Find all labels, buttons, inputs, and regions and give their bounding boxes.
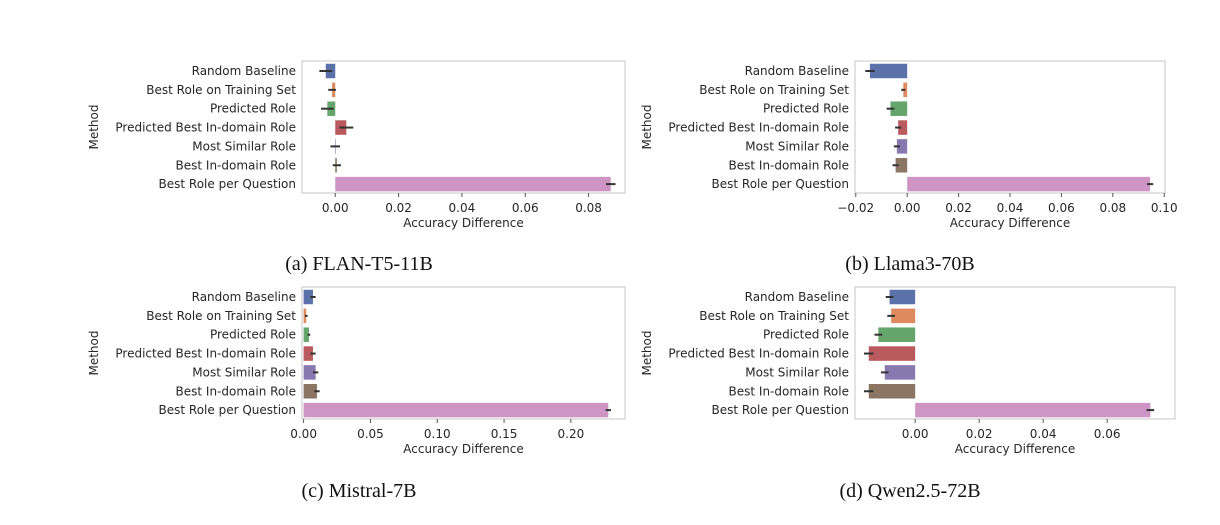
y-tick-label: Best Role per Question bbox=[159, 177, 296, 191]
axes-frame bbox=[301, 60, 626, 194]
x-tick-label: −0.02 bbox=[837, 201, 874, 215]
bar-best-in-domain-role bbox=[868, 384, 916, 399]
bar-predicted-best-in-domain-role bbox=[868, 346, 916, 361]
bar-random-baseline bbox=[889, 289, 916, 305]
axes-frame bbox=[301, 286, 626, 420]
y-tick-label: Predicted Best In-domain Role bbox=[668, 347, 849, 361]
chart-panel-3: Random Baseline Best Role on Training Set… bbox=[87, 286, 626, 456]
x-tick-label: 0.00 bbox=[902, 427, 929, 441]
bar-best-role-per-question bbox=[335, 176, 611, 192]
y-tick-label: Random Baseline bbox=[192, 290, 296, 304]
x-tick-label: 0.10 bbox=[1151, 201, 1178, 215]
y-tick-label: Best Role on Training Set bbox=[146, 83, 296, 97]
bar-best-in-domain-role bbox=[303, 384, 317, 399]
bar-best-role-per-question bbox=[915, 402, 1151, 418]
y-axis-label: Method bbox=[87, 104, 101, 149]
y-tick-label: Best Role per Question bbox=[159, 403, 296, 417]
bar-random-baseline bbox=[869, 63, 908, 79]
bar-predicted-best-in-domain-role bbox=[898, 120, 908, 135]
y-tick-label: Predicted Best In-domain Role bbox=[115, 121, 296, 135]
x-axis-label: Accuracy Difference bbox=[403, 442, 523, 456]
y-tick-label: Best In-domain Role bbox=[176, 158, 296, 172]
bar-most-similar-role bbox=[303, 365, 316, 380]
y-tick-label: Most Similar Role bbox=[192, 365, 296, 379]
y-tick-label: Best In-domain Role bbox=[729, 384, 849, 398]
chart-panel-1: Random Baseline Best Role on Training Set… bbox=[87, 60, 626, 230]
y-tick-label: Best Role per Question bbox=[712, 403, 849, 417]
x-tick-label: 0.04 bbox=[997, 201, 1024, 215]
bar-predicted-role bbox=[303, 327, 309, 342]
bar-most-similar-role bbox=[896, 139, 908, 154]
y-tick-label: Best Role on Training Set bbox=[146, 309, 296, 323]
bar-best-role-per-question bbox=[303, 402, 609, 418]
x-tick-label: 0.04 bbox=[1030, 427, 1057, 441]
x-tick-label: 0.02 bbox=[385, 201, 412, 215]
caption-b: (b) Llama3-70B bbox=[845, 253, 975, 275]
y-tick-label: Predicted Best In-domain Role bbox=[115, 347, 296, 361]
x-axis-label: Accuracy Difference bbox=[950, 216, 1070, 230]
y-tick-label: Predicted Role bbox=[763, 328, 849, 342]
x-axis-label: Accuracy Difference bbox=[955, 442, 1075, 456]
x-tick-label: 0.10 bbox=[424, 427, 451, 441]
y-tick-label: Predicted Role bbox=[210, 328, 296, 342]
bar-predicted-role bbox=[890, 101, 908, 116]
y-tick-label: Most Similar Role bbox=[192, 139, 296, 153]
chart-panel-2: Random Baseline Best Role on Training Set… bbox=[640, 60, 1178, 230]
y-tick-label: Predicted Role bbox=[210, 102, 296, 116]
y-tick-label: Predicted Role bbox=[763, 102, 849, 116]
bar-predicted-role bbox=[878, 327, 916, 342]
y-axis-label: Method bbox=[640, 330, 654, 375]
axes-frame bbox=[854, 286, 1176, 420]
y-tick-label: Best In-domain Role bbox=[729, 158, 849, 172]
x-tick-label: 0.00 bbox=[290, 427, 317, 441]
x-tick-label: 0.05 bbox=[357, 427, 384, 441]
x-tick-label: 0.00 bbox=[322, 201, 349, 215]
y-axis-label: Method bbox=[87, 330, 101, 375]
x-tick-label: 0.15 bbox=[491, 427, 518, 441]
x-tick-label: 0.08 bbox=[575, 201, 602, 215]
caption-a: (a) FLAN-T5-11B bbox=[285, 253, 433, 275]
chart-panel-4: Random Baseline Best Role on Training Set… bbox=[640, 286, 1176, 456]
x-tick-label: 0.08 bbox=[1099, 201, 1126, 215]
caption-d: (d) Qwen2.5-72B bbox=[839, 480, 981, 502]
y-tick-label: Random Baseline bbox=[192, 64, 296, 78]
x-tick-label: 0.02 bbox=[945, 201, 972, 215]
x-tick-label: 0.06 bbox=[1048, 201, 1075, 215]
y-tick-label: Random Baseline bbox=[745, 290, 849, 304]
x-axis-label: Accuracy Difference bbox=[403, 216, 523, 230]
y-axis-label: Method bbox=[640, 104, 654, 149]
x-tick-label: 0.20 bbox=[558, 427, 585, 441]
caption-c: (c) Mistral-7B bbox=[301, 480, 417, 502]
y-tick-label: Most Similar Role bbox=[745, 365, 849, 379]
bar-best-role-on-training-set bbox=[891, 308, 916, 324]
x-tick-label: 0.00 bbox=[894, 201, 921, 215]
bar-random-baseline bbox=[303, 289, 313, 305]
y-tick-label: Best Role on Training Set bbox=[699, 83, 849, 97]
y-tick-label: Most Similar Role bbox=[745, 139, 849, 153]
x-tick-label: 0.02 bbox=[966, 427, 993, 441]
bar-predicted-best-in-domain-role bbox=[303, 346, 313, 361]
bar-most-similar-role bbox=[884, 365, 916, 380]
x-tick-label: 0.06 bbox=[1094, 427, 1121, 441]
x-tick-label: 0.06 bbox=[512, 201, 539, 215]
y-tick-label: Best Role on Training Set bbox=[699, 309, 849, 323]
y-tick-label: Predicted Best In-domain Role bbox=[668, 121, 849, 135]
bar-best-role-per-question bbox=[907, 176, 1151, 192]
y-tick-label: Best In-domain Role bbox=[176, 384, 296, 398]
bar-best-in-domain-role bbox=[895, 158, 908, 173]
x-tick-label: 0.04 bbox=[449, 201, 476, 215]
y-tick-label: Best Role per Question bbox=[712, 177, 849, 191]
y-tick-label: Random Baseline bbox=[745, 64, 849, 78]
